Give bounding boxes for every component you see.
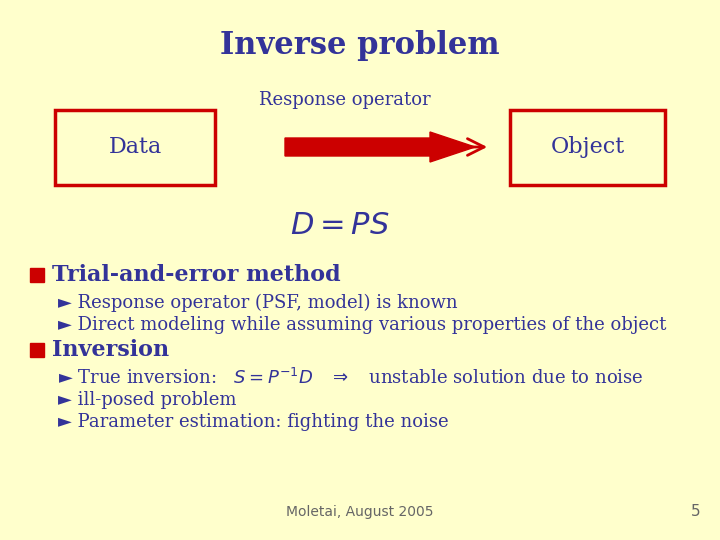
Text: Inverse problem: Inverse problem [220,30,500,61]
Text: Object: Object [551,136,625,158]
Text: $D = PS$: $D = PS$ [290,210,390,240]
Text: ► ill-posed problem: ► ill-posed problem [58,391,236,409]
Text: Trial-and-error method: Trial-and-error method [52,264,341,286]
Text: ► Direct modeling while assuming various properties of the object: ► Direct modeling while assuming various… [58,316,667,334]
Text: ► Parameter estimation: fighting the noise: ► Parameter estimation: fighting the noi… [58,413,449,431]
Bar [30,268,44,282]
Text: Inversion: Inversion [52,339,169,361]
Text: Data: Data [109,136,161,158]
Text: ► Response operator (PSF, model) is known: ► Response operator (PSF, model) is know… [58,294,458,312]
Text: Response operator: Response operator [259,91,431,109]
Text: Moletai, August 2005: Moletai, August 2005 [287,505,433,519]
Text: 5: 5 [690,504,700,519]
FancyArrow shape [285,132,475,162]
Text: ► True inversion:   $S = P^{-1}D$   $\Rightarrow$   unstable solution due to noi: ► True inversion: $S = P^{-1}D$ $\Righta… [58,368,644,388]
Bar [30,343,44,357]
Bar [55,110,215,185]
Bar [510,110,665,185]
